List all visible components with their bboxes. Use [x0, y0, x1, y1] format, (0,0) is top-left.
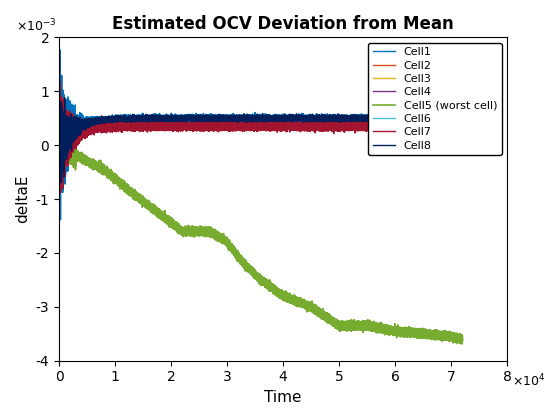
Cell3 [417, 119, 424, 124]
Cell5 (worst cell) [55, 145, 62, 150]
Cell5 (worst cell) [459, 341, 465, 346]
Line: Cell6: Cell6 [59, 101, 463, 192]
Line: Cell1: Cell1 [59, 36, 463, 220]
Cell3 [132, 121, 138, 126]
Cell7 [417, 126, 424, 131]
Cell6 [56, 99, 63, 104]
Cell4 [227, 124, 234, 129]
Cell7 [459, 124, 466, 129]
Line: Cell4: Cell4 [59, 105, 463, 186]
Cell6 [56, 189, 63, 194]
Line: Cell8: Cell8 [59, 98, 463, 183]
Cell1 [215, 116, 222, 121]
Cell1 [227, 113, 234, 118]
Cell8 [55, 158, 62, 163]
Text: $\times10^{-3}$: $\times10^{-3}$ [16, 17, 57, 34]
Cell6 [371, 119, 378, 124]
Cell6 [417, 121, 424, 126]
Cell3 [57, 184, 64, 189]
Cell5 (worst cell) [227, 245, 234, 250]
Cell5 (worst cell) [260, 278, 267, 283]
Cell3 [260, 121, 267, 126]
Line: Cell5 (worst cell): Cell5 (worst cell) [59, 131, 463, 344]
Cell1 [132, 118, 138, 123]
Text: $\times10^4$: $\times10^4$ [512, 373, 545, 390]
Cell2 [417, 119, 424, 124]
Cell1 [260, 117, 267, 122]
Cell8 [417, 116, 424, 121]
Cell7 [260, 124, 267, 129]
Cell1 [57, 217, 64, 222]
Cell4 [417, 121, 424, 126]
Cell2 [56, 102, 63, 108]
Cell4 [56, 102, 63, 107]
Cell6 [132, 122, 138, 127]
Cell8 [215, 115, 222, 120]
Cell8 [58, 180, 65, 185]
Cell5 (worst cell) [59, 128, 66, 133]
Cell8 [371, 114, 378, 119]
Cell2 [260, 117, 267, 122]
Cell4 [55, 149, 62, 154]
Cell5 (worst cell) [417, 331, 424, 336]
Cell3 [55, 170, 62, 175]
Line: Cell7: Cell7 [59, 39, 463, 192]
Cell6 [260, 120, 267, 125]
Cell3 [459, 122, 466, 127]
Cell1 [371, 117, 378, 122]
Cell2 [55, 173, 62, 178]
Cell2 [227, 120, 234, 125]
Cell5 (worst cell) [132, 191, 138, 196]
Cell2 [56, 185, 63, 190]
Cell8 [459, 117, 466, 122]
Cell3 [227, 121, 234, 126]
Cell2 [371, 118, 378, 123]
Cell1 [55, 59, 62, 64]
Y-axis label: deltaE: deltaE [15, 175, 30, 223]
Cell3 [215, 120, 222, 125]
Cell7 [56, 36, 63, 41]
Title: Estimated OCV Deviation from Mean: Estimated OCV Deviation from Mean [112, 15, 454, 33]
Cell7 [132, 122, 138, 127]
Cell6 [215, 121, 222, 126]
Cell5 (worst cell) [371, 324, 378, 329]
Line: Cell3: Cell3 [59, 104, 463, 187]
Cell8 [227, 116, 234, 121]
Cell5 (worst cell) [215, 234, 222, 239]
Cell7 [215, 121, 222, 126]
Cell2 [459, 118, 466, 123]
Cell1 [417, 118, 424, 123]
Cell6 [459, 122, 466, 127]
Cell1 [55, 33, 62, 38]
Cell4 [58, 184, 64, 189]
Cell6 [55, 134, 62, 139]
Cell7 [57, 190, 64, 195]
Cell2 [215, 119, 222, 124]
Cell8 [61, 95, 68, 100]
Cell3 [371, 122, 378, 127]
Cell4 [459, 123, 466, 128]
Cell4 [132, 123, 138, 128]
X-axis label: Time: Time [264, 390, 302, 405]
Cell7 [227, 123, 234, 129]
Cell2 [132, 118, 138, 123]
Cell8 [132, 116, 138, 121]
Cell6 [227, 119, 234, 124]
Cell5 (worst cell) [459, 337, 466, 342]
Cell4 [371, 123, 378, 128]
Cell7 [371, 124, 378, 129]
Cell3 [58, 102, 64, 107]
Cell4 [215, 123, 222, 129]
Cell4 [260, 122, 267, 127]
Cell1 [459, 119, 466, 124]
Cell8 [260, 116, 267, 121]
Legend: Cell1, Cell2, Cell3, Cell4, Cell5 (worst cell), Cell6, Cell7, Cell8: Cell1, Cell2, Cell3, Cell4, Cell5 (worst… [368, 43, 502, 155]
Cell7 [55, 97, 62, 102]
Line: Cell2: Cell2 [59, 105, 463, 188]
